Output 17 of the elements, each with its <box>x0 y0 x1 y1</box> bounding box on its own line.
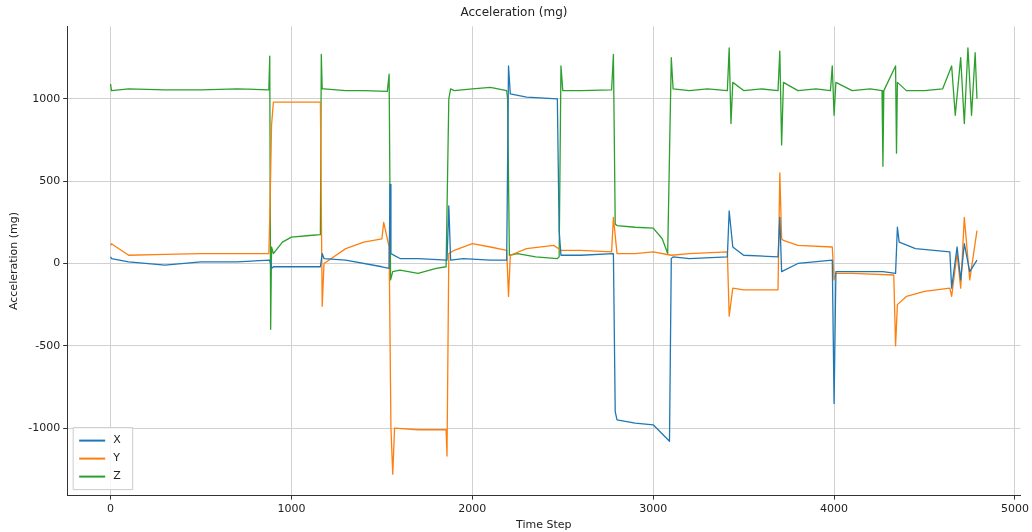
y-tick-label: 1000 <box>32 91 61 105</box>
y-tick-label: -500 <box>35 338 61 352</box>
x-tick-label: 3000 <box>639 502 668 516</box>
legend-label: X <box>113 433 122 447</box>
x-tick-label: 4000 <box>820 502 849 516</box>
y-axis-title: Acceleration (mg) <box>7 211 21 311</box>
y-tick-label: 0 <box>53 256 61 270</box>
x-axis-title: Time Step <box>515 518 572 532</box>
x-tick-label: 1000 <box>277 502 306 516</box>
chart-title: Acceleration (mg) <box>460 5 568 20</box>
x-tick-label: 5000 <box>1000 502 1029 516</box>
x-tick-label: 2000 <box>458 502 487 516</box>
x-tick-label: 0 <box>107 502 115 516</box>
y-tick-label: -1000 <box>28 420 61 434</box>
y-tick-label: 500 <box>39 174 61 188</box>
legend-label: Z <box>113 469 122 483</box>
legend-label: Y <box>112 451 121 465</box>
